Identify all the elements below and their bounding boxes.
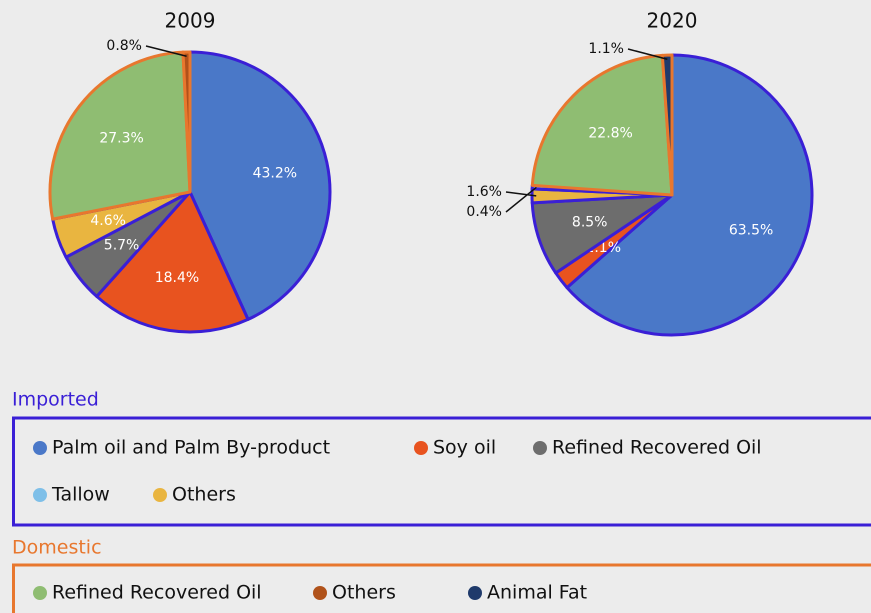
pie-slice xyxy=(188,50,332,321)
leader-line xyxy=(627,48,668,61)
slice-label: 0.4% xyxy=(466,204,502,220)
legend-marker xyxy=(153,488,167,502)
pie-slice xyxy=(530,53,674,197)
slice-label: 22.8% xyxy=(588,126,632,142)
slice-label: 43.2% xyxy=(253,166,297,182)
slice-label: 63.5% xyxy=(729,223,773,239)
pie-title: 2020 xyxy=(647,9,698,33)
legend-group-title: Domestic xyxy=(12,537,102,559)
legend-marker xyxy=(33,586,47,600)
legend-marker xyxy=(414,441,428,455)
leader-line xyxy=(505,186,537,213)
slice-label: 4.6% xyxy=(90,213,126,229)
legend-label: Refined Recovered Oil xyxy=(552,437,762,459)
legend-marker xyxy=(313,586,327,600)
legend-label: Palm oil and Palm By-product xyxy=(52,437,330,459)
pie-slice xyxy=(181,50,192,194)
legend-label: Tallow xyxy=(51,484,110,506)
slice-label: 27.3% xyxy=(99,131,143,147)
pie-title: 2009 xyxy=(165,9,216,33)
legend-box xyxy=(12,416,871,527)
pie-slice xyxy=(48,50,192,221)
slice-label: 0.8% xyxy=(106,38,142,54)
legend-label: Others xyxy=(332,582,396,604)
legend-label: Others xyxy=(172,484,236,506)
legend-label: Soy oil xyxy=(433,437,496,459)
slice-label: 5.7% xyxy=(104,237,140,253)
legend-group-title: Imported xyxy=(12,389,99,411)
slice-label: 18.4% xyxy=(155,270,199,286)
legend-marker xyxy=(33,441,47,455)
pie-slice xyxy=(565,53,814,337)
slice-label: 8.5% xyxy=(572,215,608,231)
legend-marker xyxy=(33,488,47,502)
pie-slice xyxy=(95,190,250,334)
leader-line xyxy=(505,191,537,197)
legend-box xyxy=(12,563,871,613)
slice-label: 1.1% xyxy=(588,41,624,57)
pie-slice xyxy=(660,53,674,197)
legend-label: Refined Recovered Oil xyxy=(52,582,262,604)
legend-marker xyxy=(533,441,547,455)
leader-line xyxy=(145,45,187,57)
legend-label: Animal Fat xyxy=(487,582,587,604)
legend-marker xyxy=(468,586,482,600)
slice-label: 1.6% xyxy=(466,184,502,200)
